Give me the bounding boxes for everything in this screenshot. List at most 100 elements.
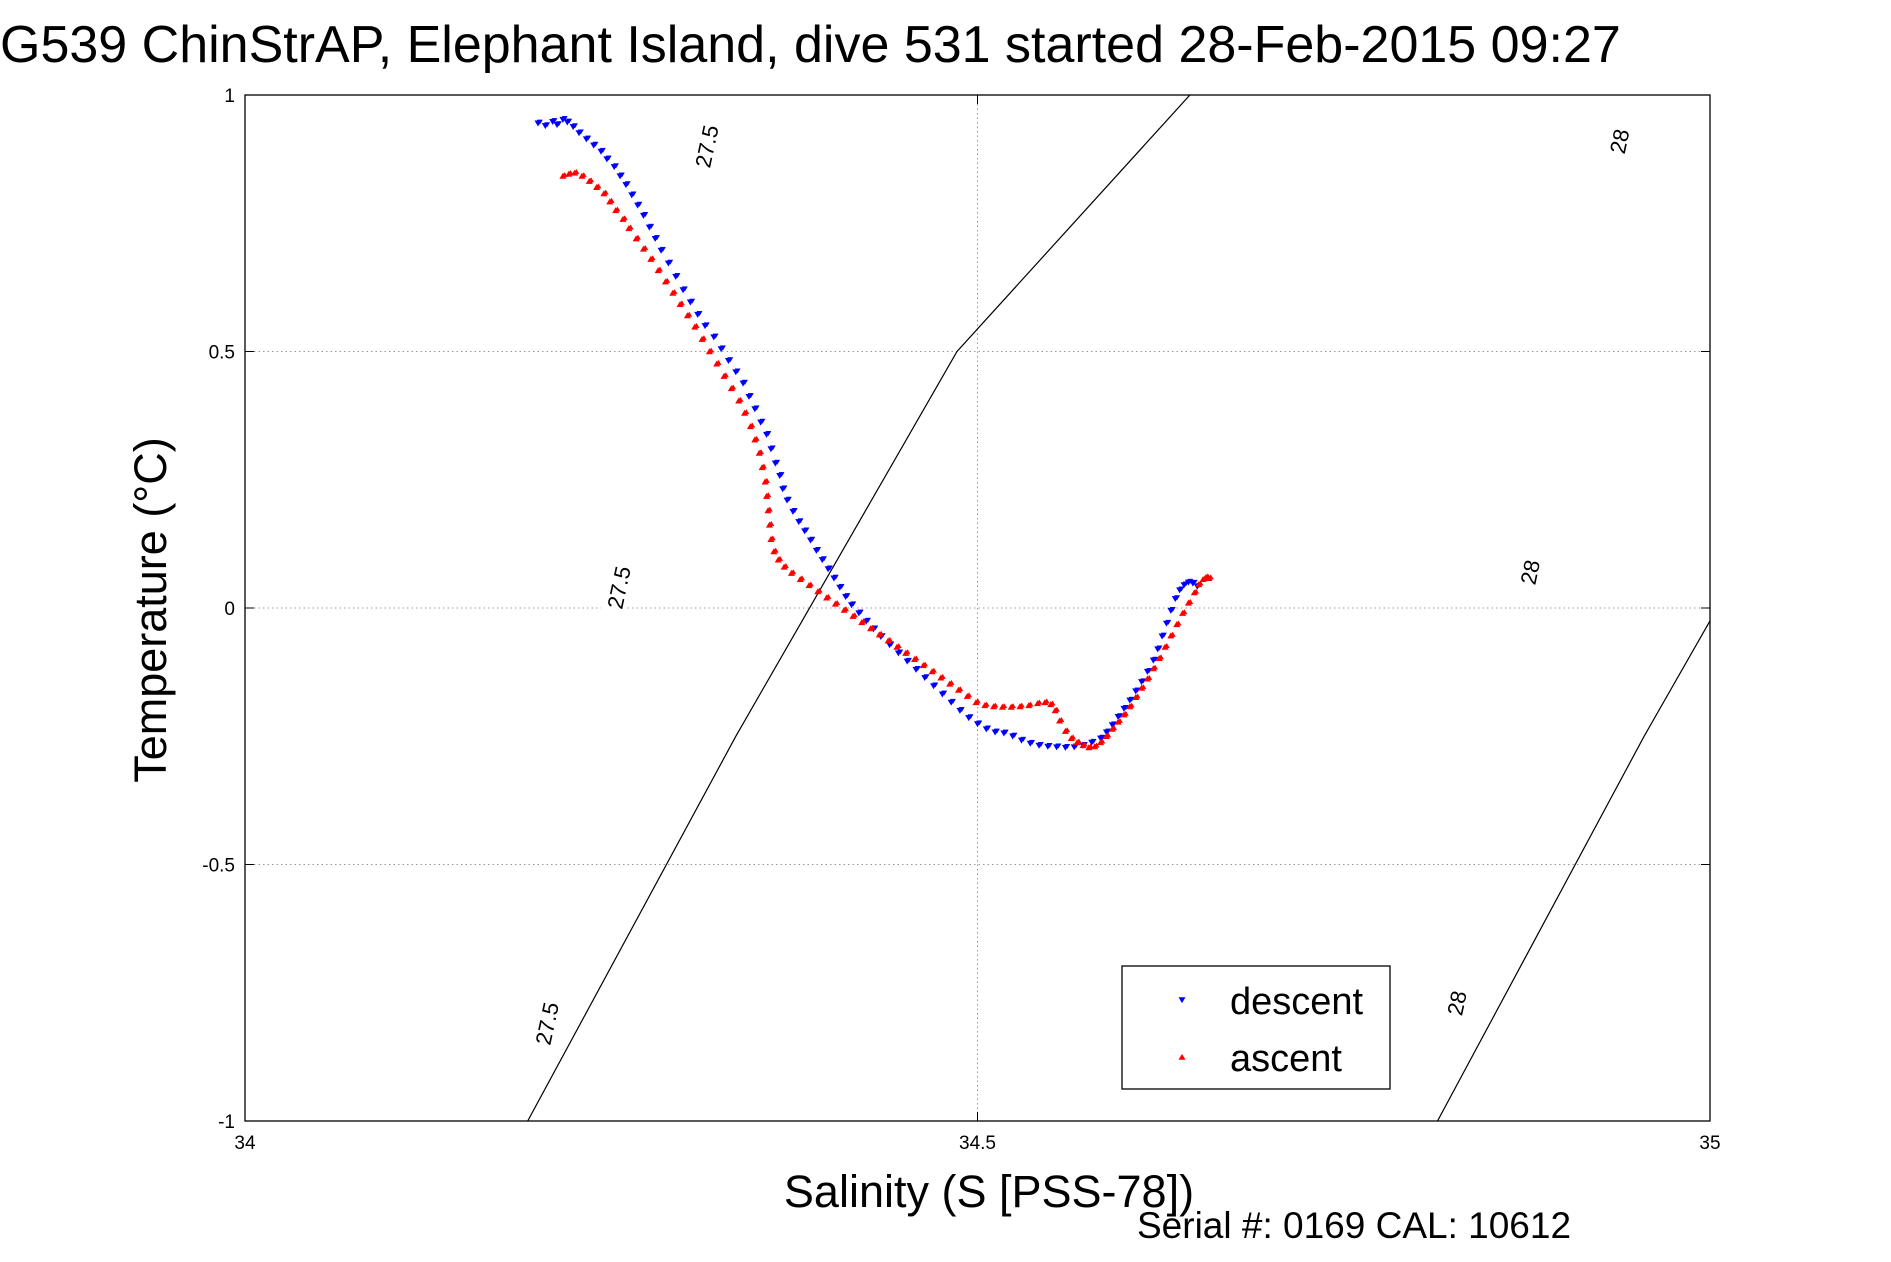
- gridlines: [245, 95, 1710, 1121]
- data-point-ascent: [957, 686, 964, 692]
- data-point-ascent: [983, 701, 990, 707]
- data-point-ascent: [737, 396, 744, 402]
- data-point-descent: [1046, 742, 1053, 749]
- data-point-descent: [612, 163, 620, 169]
- data-point-ascent: [580, 172, 587, 178]
- data-point-ascent: [634, 234, 641, 240]
- data-point-descent: [844, 593, 851, 599]
- data-point-ascent: [656, 266, 663, 272]
- data-point-ascent: [1116, 717, 1123, 724]
- isopycnal-label-bg: [1603, 122, 1636, 160]
- data-point-descent: [985, 725, 992, 731]
- data-point-ascent: [834, 599, 841, 606]
- data-point-ascent: [939, 673, 946, 679]
- data-point-descent: [1165, 619, 1172, 626]
- data-point-ascent: [768, 520, 775, 527]
- data-point-descent: [1169, 607, 1176, 613]
- data-point-descent: [923, 674, 930, 680]
- data-point-descent: [561, 116, 568, 122]
- data-point-ascent: [895, 642, 902, 649]
- x-axis-ticks: 34 34.5 35: [234, 95, 1721, 1154]
- data-point-descent: [781, 485, 788, 491]
- data-point-ascent: [766, 506, 773, 512]
- data-point-descent: [1116, 713, 1123, 719]
- data-point-ascent: [922, 661, 929, 667]
- y-tick-label: 1: [224, 86, 235, 107]
- data-point-ascent: [790, 569, 797, 575]
- data-point-descent: [967, 714, 974, 720]
- data-point-ascent: [602, 189, 609, 195]
- data-point-ascent: [769, 535, 776, 541]
- data-point-descent: [803, 527, 810, 533]
- data-point-descent: [932, 682, 939, 688]
- data-point-descent: [648, 223, 655, 229]
- data-point-ascent: [1070, 734, 1077, 740]
- isopycnal-label: 27.5: [602, 564, 635, 611]
- data-point-ascent: [1140, 683, 1147, 690]
- data-point-ascent: [1197, 580, 1204, 586]
- data-point-ascent: [1146, 674, 1153, 680]
- data-point-ascent: [700, 335, 707, 341]
- isopycnal-label-bg: [687, 116, 726, 177]
- data-point-ascent: [1181, 609, 1188, 615]
- data-point-descent: [774, 459, 781, 465]
- data-point-ascent: [608, 197, 615, 203]
- data-point-descent: [585, 135, 592, 141]
- legend-label-descent: descent: [1230, 981, 1364, 1023]
- legend-marker-descent: [1178, 997, 1186, 1004]
- data-point-descent: [941, 690, 948, 696]
- data-series: [534, 116, 1214, 751]
- data-point-descent: [1174, 595, 1181, 601]
- data-point-descent: [636, 201, 643, 207]
- data-point-ascent: [749, 422, 756, 428]
- data-point-ascent: [1087, 743, 1094, 749]
- y-axis-label: Temperature (°C): [125, 437, 176, 783]
- chart-title: G539 ChinStrAP, Elephant Island, dive 53…: [0, 16, 1621, 74]
- data-point-descent: [1178, 586, 1185, 592]
- data-point-ascent: [627, 224, 634, 230]
- data-point-descent: [555, 121, 562, 127]
- data-point-descent: [592, 141, 599, 147]
- data-point-descent: [712, 333, 719, 339]
- data-point-ascent: [992, 702, 999, 708]
- data-point-ascent: [1187, 598, 1194, 604]
- data-point-descent: [759, 418, 766, 424]
- y-tick-label: 0: [224, 599, 235, 620]
- data-point-ascent: [1128, 702, 1135, 708]
- data-point-descent: [809, 536, 816, 542]
- data-point-ascent: [708, 347, 715, 353]
- data-point-descent: [976, 720, 983, 726]
- data-point-ascent: [948, 679, 955, 686]
- data-point-descent: [785, 496, 792, 502]
- isopycnal-label-bg: [1440, 984, 1473, 1022]
- data-point-descent: [826, 565, 833, 571]
- data-point-ascent: [1193, 588, 1200, 594]
- y-tick-label: -1: [218, 1112, 235, 1133]
- data-point-ascent: [1081, 741, 1088, 747]
- serial-cal-note: Serial #: 0169 CAL: 10612: [1137, 1205, 1571, 1246]
- data-point-ascent: [930, 667, 937, 673]
- legend-label-ascent: ascent: [1230, 1038, 1342, 1080]
- data-point-ascent: [1169, 631, 1176, 637]
- data-point-ascent: [1093, 742, 1100, 748]
- data-point-ascent: [664, 277, 671, 283]
- data-point-descent: [838, 583, 845, 590]
- data-point-descent: [905, 657, 913, 663]
- data-point-ascent: [1207, 574, 1214, 580]
- isopycnal-label: 28: [1605, 127, 1635, 156]
- data-point-ascent: [1152, 664, 1159, 670]
- data-point-ascent: [671, 288, 678, 295]
- plot-frame: [244, 94, 1711, 1122]
- data-point-descent: [1156, 645, 1163, 651]
- data-point-ascent: [1036, 699, 1043, 705]
- data-point-ascent: [869, 624, 876, 630]
- data-point-ascent: [686, 311, 693, 317]
- data-point-descent: [1020, 736, 1027, 742]
- data-point-ascent: [573, 168, 580, 175]
- data-point-descent: [857, 609, 864, 615]
- data-point-ascent: [825, 593, 832, 599]
- x-tick-label: 35: [1699, 1133, 1720, 1154]
- data-point-ascent: [730, 384, 737, 390]
- data-point-descent: [797, 518, 804, 524]
